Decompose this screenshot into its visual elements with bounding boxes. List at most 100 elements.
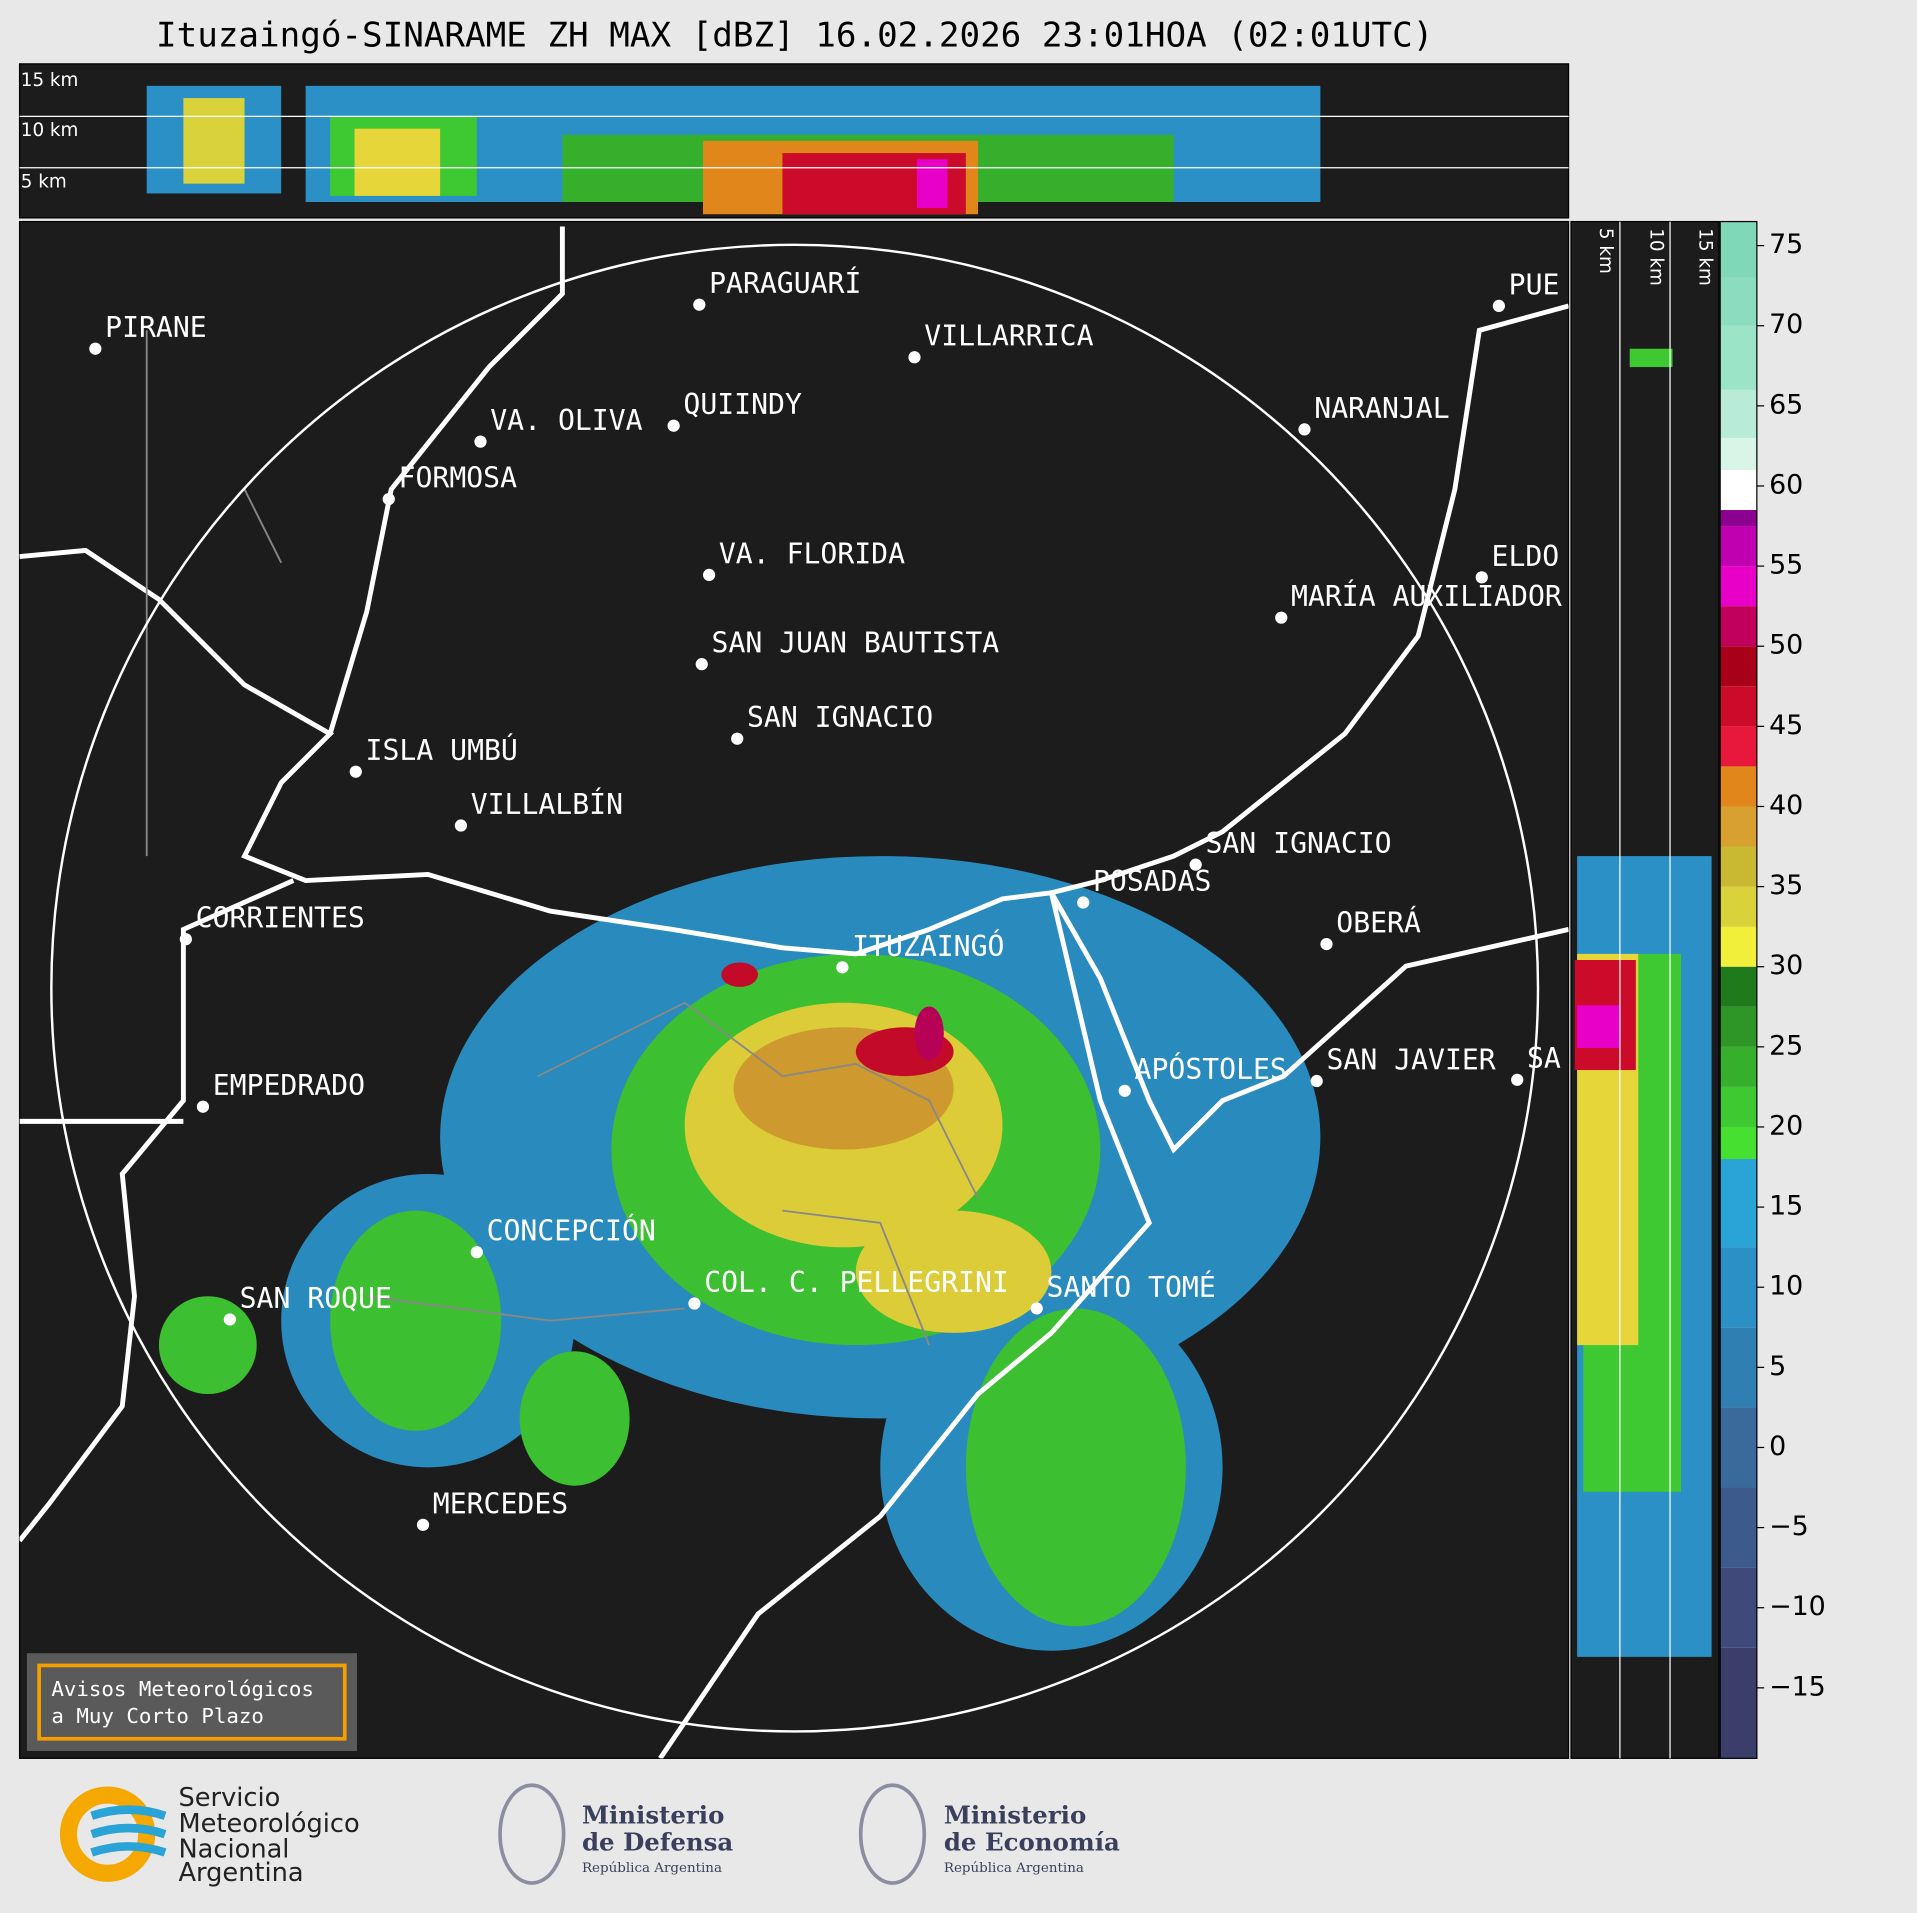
colorbar-band	[1720, 806, 1757, 847]
city-label: PUE	[1509, 268, 1560, 301]
city-label: ITUZAINGÓ	[852, 929, 1004, 963]
colorbar-band	[1720, 469, 1757, 511]
city-label: SANTO TOMÉ	[1047, 1270, 1216, 1304]
city-label: QUIINDY	[683, 388, 802, 421]
colorbar-band	[1720, 526, 1757, 567]
colorbar-tick-label: 30	[1769, 950, 1803, 981]
colorbar-band	[1720, 646, 1757, 687]
colorbar-tick-label: 70	[1769, 309, 1803, 340]
city-label: NARANJAL	[1314, 392, 1449, 425]
city-label: MERCEDES	[433, 1487, 568, 1520]
colorbar-band	[1720, 886, 1757, 927]
logo-text: Ministerio	[944, 1801, 1086, 1830]
colorbar-band	[1720, 510, 1757, 527]
notice-border	[37, 1663, 347, 1741]
city-dot	[349, 765, 362, 778]
city-label: SAN JUAN BAUTISTA	[712, 627, 1000, 660]
city-label: SAN IGNACIO	[747, 701, 933, 734]
city-dot	[1475, 571, 1488, 584]
smn-logo: Servicio Meteorológico Nacional Argentin…	[59, 1783, 360, 1888]
city-dot	[1320, 937, 1333, 951]
colorbar-band	[1720, 1647, 1757, 1759]
city-label: FORMOSA	[399, 462, 518, 495]
city-dot	[1298, 423, 1311, 436]
top-echoes	[146, 85, 1321, 215]
map-content: PIRANE PARAGUARÍ VILLARRICA VA. OLIVA QUIIND…	[19, 226, 1569, 1759]
city-dot	[223, 1313, 236, 1326]
colorbar-band	[1720, 566, 1757, 607]
city-dot	[1030, 1302, 1043, 1315]
height-label: 5 km	[1595, 228, 1616, 274]
colorbar-band	[1720, 1006, 1757, 1047]
colorbar-tick-label: −5	[1769, 1511, 1809, 1542]
city-dot	[470, 1246, 483, 1259]
city-label: APÓSTOLES	[1135, 1052, 1287, 1086]
right-echoes	[1574, 348, 1712, 1657]
range-ring	[50, 243, 1540, 1733]
city-label: PARAGUARÍ	[709, 266, 861, 300]
city-dot	[693, 298, 706, 311]
logo-text: República Argentina	[944, 1861, 1084, 1876]
colorbar-tick-label: 75	[1769, 229, 1803, 260]
colorbar-band	[1720, 221, 1757, 278]
colorbar-tick-label: 35	[1769, 870, 1803, 901]
city-label: MARÍA AUXILIADOR	[1291, 579, 1562, 613]
colorbar-band	[1720, 277, 1757, 326]
city-label: COL. C. PELLEGRINI	[704, 1266, 1009, 1299]
city-label: ISLA UMBÚ	[366, 733, 518, 767]
places: PIRANE PARAGUARÍ VILLARRICA VA. OLIVA QUIIND…	[89, 266, 1562, 1531]
city-label: SAN ROQUE	[240, 1282, 392, 1315]
city-dot	[416, 1518, 430, 1531]
city-dot	[695, 658, 708, 671]
logo-text: de Economía	[944, 1827, 1120, 1856]
height-label: 10 km	[21, 120, 79, 141]
colorbar-tick-label: −15	[1769, 1671, 1826, 1702]
logo-text: Argentina	[178, 1858, 303, 1888]
colorbar-band	[1720, 437, 1757, 470]
logo-text: Servicio	[178, 1783, 280, 1813]
city-dot	[1189, 858, 1202, 871]
colorbar-tick-label: 0	[1769, 1431, 1786, 1462]
logo-text: Ministerio	[582, 1801, 724, 1830]
height-label: 15 km	[1694, 228, 1715, 286]
colorbar-tick-label: 45	[1769, 710, 1803, 741]
colorbar-band	[1720, 1126, 1757, 1160]
colorbar-tick-label: 15	[1769, 1191, 1803, 1222]
notice-text: Avisos Meteorológicos	[51, 1677, 314, 1701]
city-label: SAN IGNACIO	[1205, 827, 1391, 860]
height-label: 15 km	[21, 70, 79, 91]
defensa-logo: Ministerio de Defensa República Argentin…	[498, 1783, 733, 1885]
colorbar-band	[1720, 1407, 1757, 1488]
city-label: SA	[1527, 1042, 1561, 1075]
colorbar: −15 −10 −5 0 5 10 15 20 25 30 35 40 45 50 55 60 65 70 75	[1719, 220, 1826, 1759]
city-dot	[1077, 896, 1090, 909]
colorbar-band	[1720, 766, 1757, 807]
colorbar-band	[1720, 1247, 1757, 1328]
colorbar-band	[1720, 1159, 1757, 1248]
colorbar-tick-label: 60	[1769, 469, 1803, 500]
colorbar-band	[1720, 1086, 1757, 1127]
colorbar-tick-label: −10	[1769, 1591, 1826, 1622]
colorbar-band	[1720, 966, 1757, 1007]
city-dot	[382, 492, 395, 506]
colorbar-tick-label: 20	[1769, 1110, 1803, 1141]
notice-text: a Muy Corto Plazo	[51, 1704, 264, 1728]
city-label: OBERÁ	[1336, 906, 1421, 940]
city-label: CONCEPCIÓN	[487, 1214, 656, 1248]
economia-logo: Ministerio de Economía República Argenti…	[858, 1783, 1120, 1885]
notice-box	[26, 1653, 357, 1752]
city-dot	[1511, 1073, 1524, 1086]
height-label: 5 km	[21, 171, 67, 192]
colorbar-tick-label: 10	[1769, 1271, 1803, 1302]
colorbar-band	[1720, 686, 1757, 727]
city-dot	[454, 819, 468, 832]
colorbar-band	[1720, 726, 1757, 767]
city-label: PIRANE	[105, 311, 207, 344]
colorbar-tick-label: 65	[1769, 389, 1803, 420]
colorbar-tick-label: 40	[1769, 790, 1803, 821]
city-label: POSADAS	[1093, 865, 1211, 898]
title: Ituzaingó-SINARAME ZH MAX [dBZ] 16.02.20…	[156, 15, 1433, 55]
colorbar-frame	[1719, 220, 1758, 1759]
city-label: SAN JAVIER	[1326, 1043, 1495, 1076]
